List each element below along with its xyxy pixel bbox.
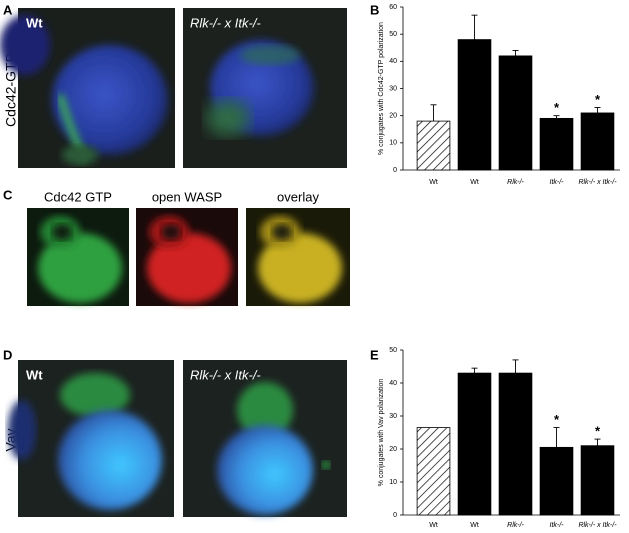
y-tick-label: 10 (389, 140, 397, 147)
significance-marker: * (595, 92, 601, 107)
x-tick-label: Itk-/- (550, 179, 565, 186)
x-tick-label: Wt (470, 179, 479, 186)
micrograph (8, 360, 174, 517)
bar (416, 120, 451, 171)
x-tick-label: Rlk-/- (507, 522, 524, 529)
panel-letter: D (3, 347, 12, 362)
x-tick-label: Rlk-/- x Itk-/- (578, 522, 617, 529)
image-title: overlay (277, 189, 319, 204)
y-tick-label: 40 (389, 380, 397, 387)
y-tick-label: 20 (389, 446, 397, 453)
x-tick-label: Rlk-/- (507, 179, 524, 186)
y-tick-label: 0 (393, 512, 397, 519)
x-tick-label: Rlk-/- x Itk-/- (578, 179, 617, 186)
bar (457, 372, 492, 516)
micrograph (183, 360, 347, 517)
micrograph (27, 208, 129, 306)
x-tick-label: Wt (470, 522, 479, 529)
bar (539, 446, 574, 516)
x-tick-label: Itk-/- (550, 522, 565, 529)
significance-marker: * (554, 412, 560, 427)
bar (580, 112, 615, 171)
y-tick-label: 30 (389, 413, 397, 420)
panel-letter: E (370, 347, 379, 362)
micrograph (0, 8, 175, 168)
micrograph (246, 208, 350, 306)
y-axis-label: % conjugates with Vav polarization (378, 379, 385, 487)
y-tick-label: 50 (389, 31, 397, 38)
bar (580, 445, 615, 516)
y-tick-label: 40 (389, 58, 397, 65)
y-tick-label: 50 (389, 347, 397, 354)
y-tick-label: 10 (389, 479, 397, 486)
panel-letter: B (370, 2, 379, 17)
y-axis-label: % conjugates with Cdc42-GTP polarization (378, 22, 385, 155)
bar (539, 117, 574, 171)
image-label: Rlk-/- x Itk-/- (190, 367, 261, 382)
y-tick-label: 20 (389, 113, 397, 120)
image-label: Wt (26, 15, 43, 30)
image-title: open WASP (152, 189, 222, 204)
bar (416, 427, 451, 516)
image-label: Rlk-/- x Itk-/- (190, 15, 261, 30)
panel-letter: A (3, 2, 13, 17)
y-tick-label: 60 (389, 4, 397, 11)
y-tick-label: 0 (393, 167, 397, 174)
significance-marker: * (554, 100, 560, 115)
x-tick-label: Wt (429, 522, 438, 529)
micrograph (183, 8, 347, 168)
bar (498, 372, 533, 516)
image-label: Wt (26, 367, 43, 382)
x-tick-label: Wt (429, 179, 438, 186)
y-tick-label: 30 (389, 85, 397, 92)
bar (498, 55, 533, 171)
significance-marker: * (595, 424, 601, 439)
bar (457, 39, 492, 171)
image-title: Cdc42 GTP (44, 189, 112, 204)
panel-letter: C (3, 187, 13, 202)
micrograph (136, 208, 238, 306)
